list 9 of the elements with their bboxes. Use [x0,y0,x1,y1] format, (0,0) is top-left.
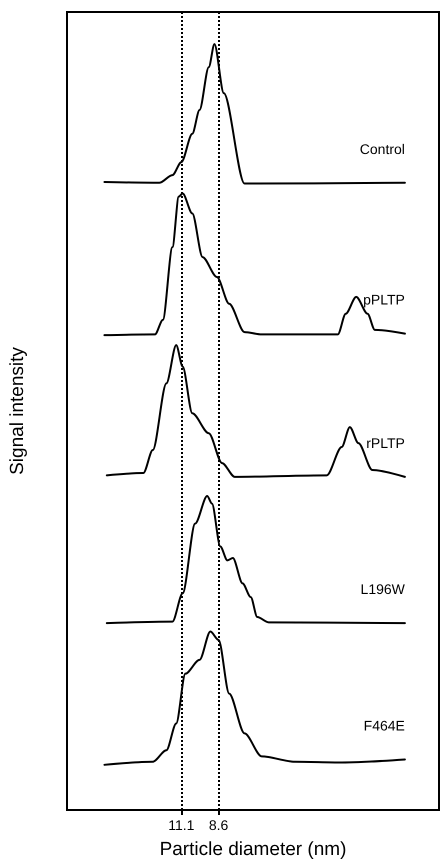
x-tick-label: 8.6 [208,817,229,833]
series-label: F464E [364,717,405,734]
series-label: rPLTP [366,434,405,451]
y-axis-title: Signal intensity [7,346,28,475]
series-label: L196W [360,581,406,598]
series-label: Control [360,140,405,157]
series-label: pPLTP [363,292,405,308]
x-axis-title: Particle diameter (nm) [160,839,346,860]
x-tick-label: 11.1 [168,817,195,833]
